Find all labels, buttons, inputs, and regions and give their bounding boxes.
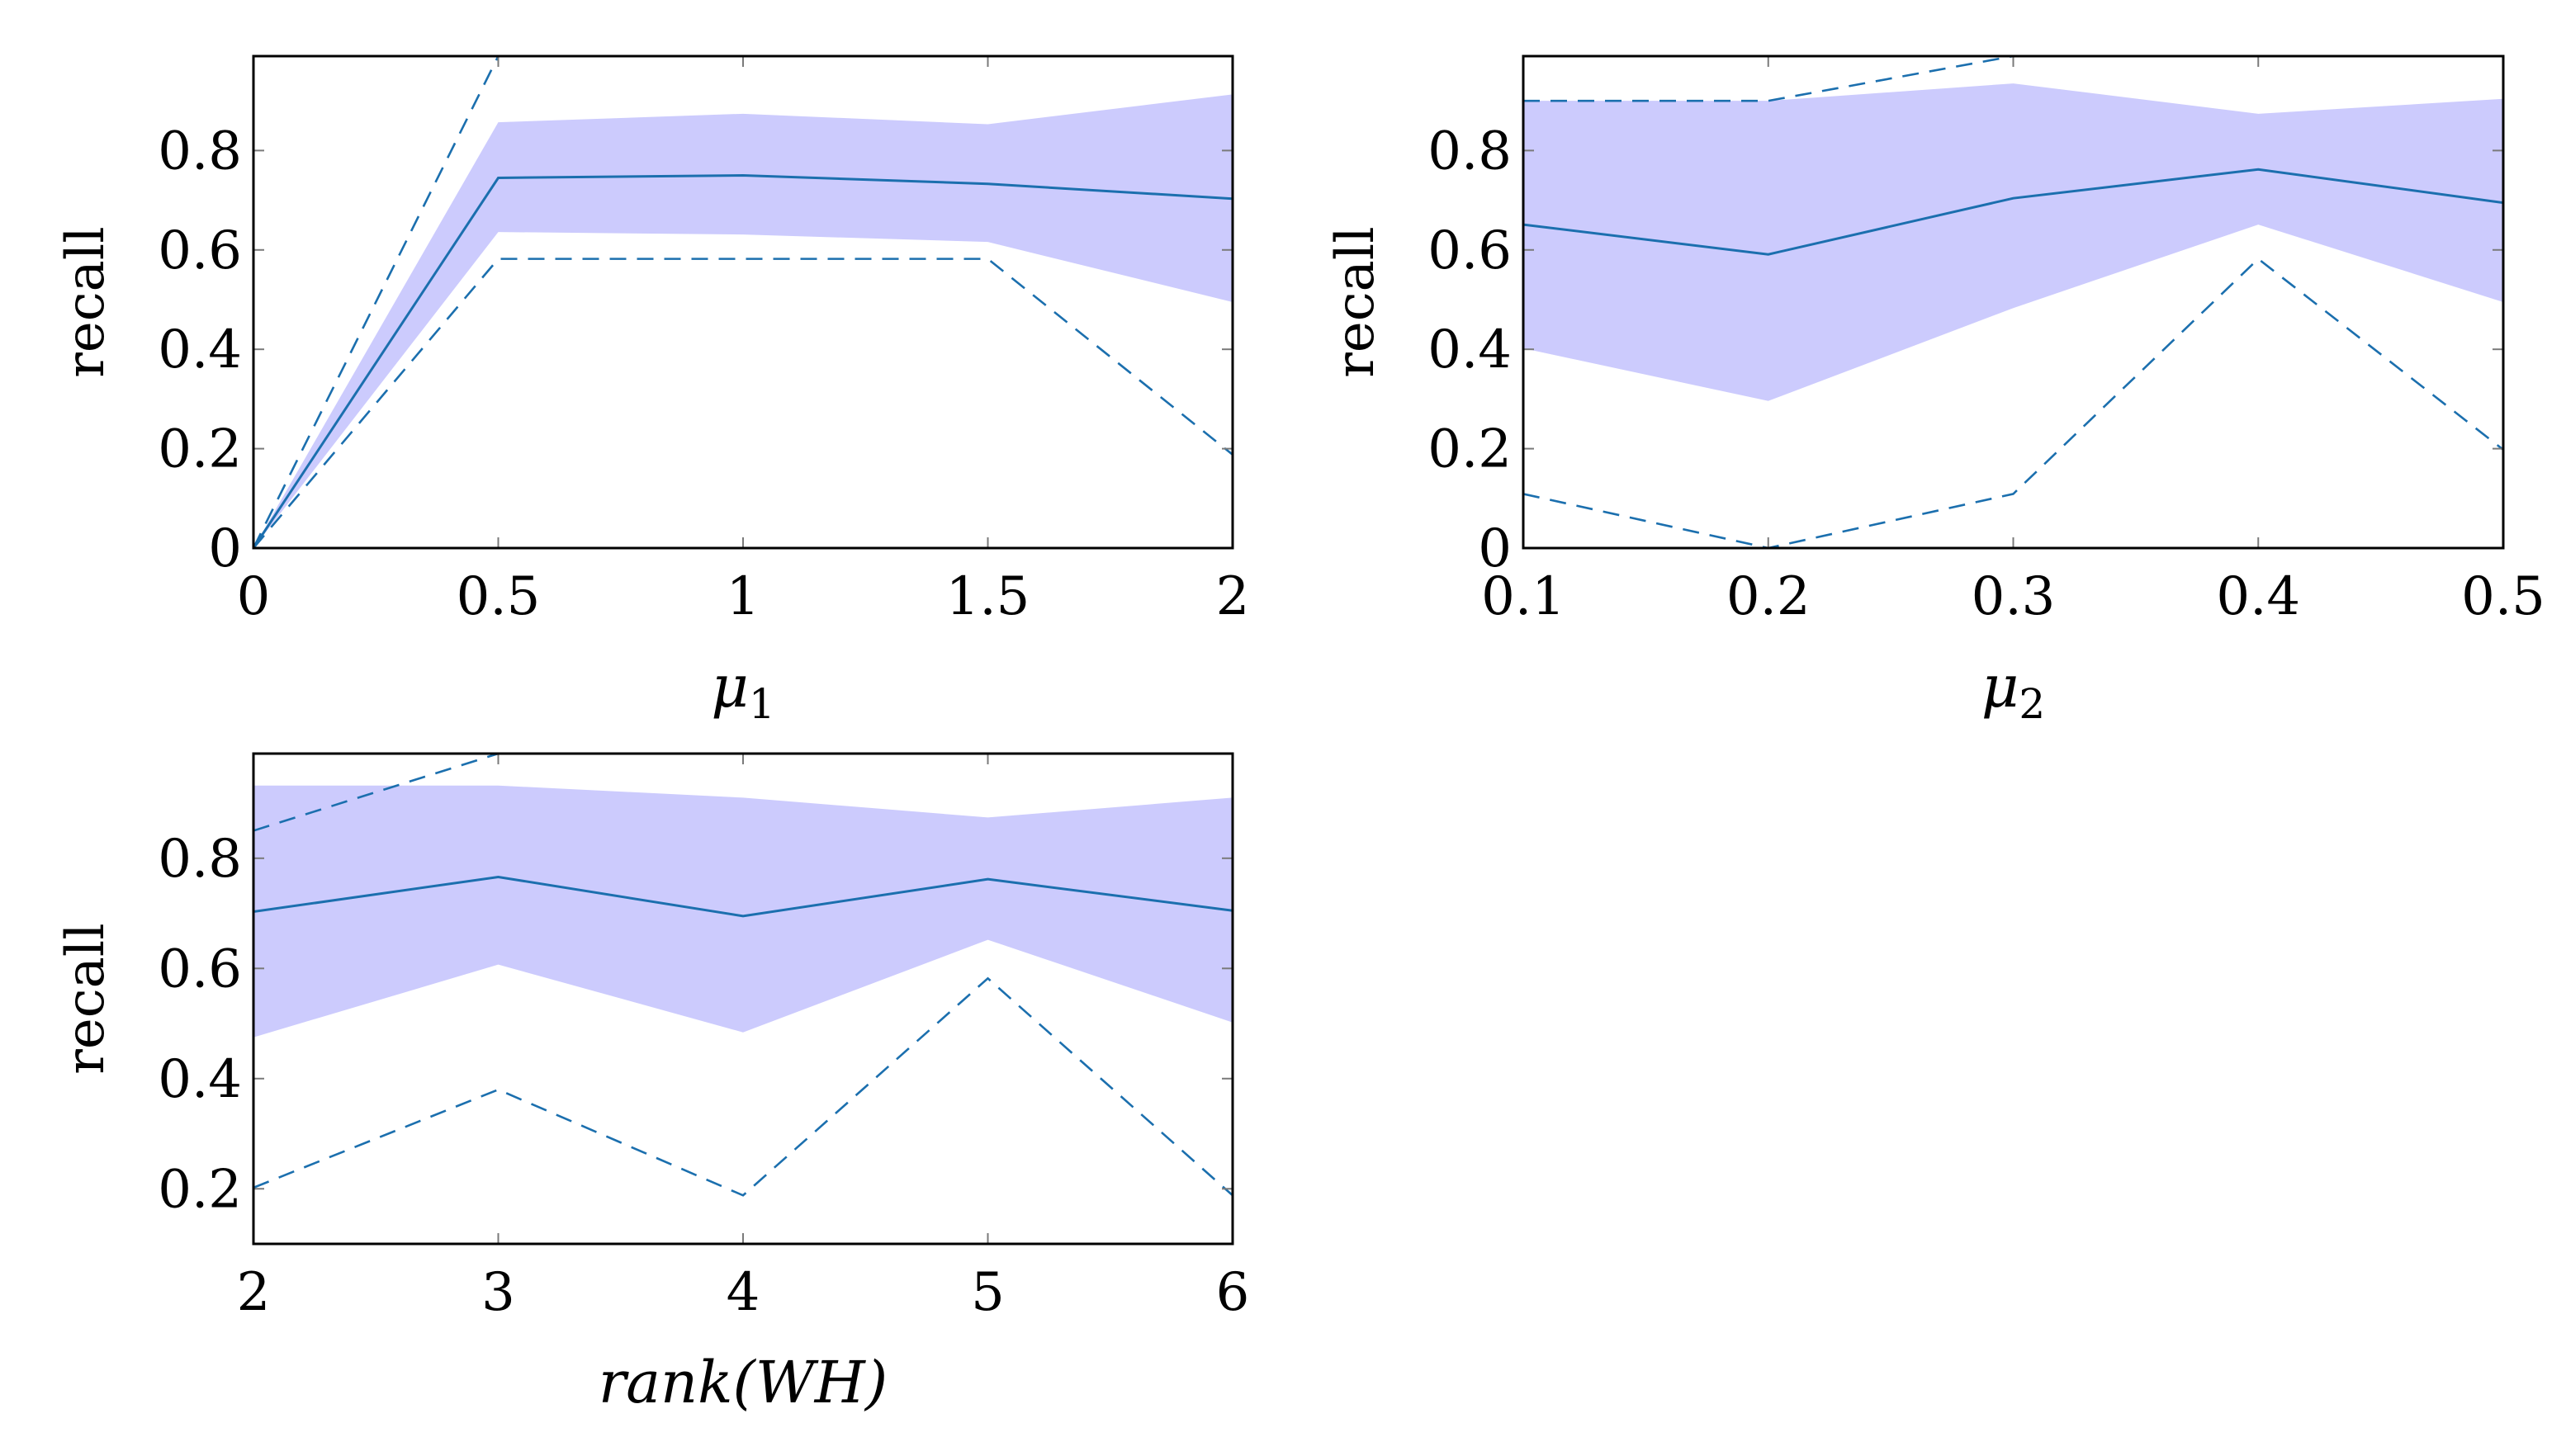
plot-area xyxy=(253,56,1233,548)
x-tick-label: 0.2 xyxy=(1726,566,1811,627)
y-tick-label: 0.2 xyxy=(158,419,242,480)
x-tick-label: 4 xyxy=(727,1262,760,1323)
spread-band xyxy=(253,94,1233,548)
x-tick-label: 5 xyxy=(971,1262,1005,1323)
x-tick-label: 1.5 xyxy=(946,566,1030,627)
y-tick-label: 0 xyxy=(208,518,242,579)
series-max-line xyxy=(253,56,1233,548)
axes-frame xyxy=(252,752,1234,1246)
x-axis-label-main: μ xyxy=(711,653,749,721)
series-min-line xyxy=(253,258,1233,548)
y-tick-label: 0.4 xyxy=(1427,319,1512,381)
x-tick-label: 0.3 xyxy=(1972,566,2056,627)
x-axis-label-subscript: 2 xyxy=(2019,680,2045,728)
y-axis-label: recall xyxy=(55,923,116,1074)
y-tick-label: 0.4 xyxy=(158,319,242,381)
y-tick-label: 0.6 xyxy=(158,938,242,1000)
x-tick-label: 2 xyxy=(237,1262,271,1323)
y-tick-label: 0.2 xyxy=(158,1159,242,1220)
series-mean-line xyxy=(1523,168,2503,256)
y-tick-label: 0.8 xyxy=(158,121,242,182)
spread-band xyxy=(1523,83,2503,401)
x-tick-label: 0.4 xyxy=(2216,566,2300,627)
y-tick-label: 0.4 xyxy=(158,1049,242,1110)
y-tick-label: 0 xyxy=(1478,518,1512,579)
x-tick-label: 6 xyxy=(1216,1262,1250,1323)
y-tick-label: 0.8 xyxy=(158,829,242,890)
x-tick-label: 0.1 xyxy=(1481,566,1565,627)
series-min-line xyxy=(253,976,1233,1197)
series-min-line xyxy=(1523,257,2503,548)
axes-frame xyxy=(1522,54,2505,550)
x-tick-label: 3 xyxy=(481,1262,515,1323)
chart-panel-3: 2 3 4 5 6 0.2 0.4 0.6 0.8 recall rank(WH) xyxy=(55,752,1250,1416)
x-axis-label-subscript: 1 xyxy=(749,680,775,728)
x-tick-label: 1 xyxy=(727,566,760,627)
y-tick-label: 0.6 xyxy=(1427,220,1512,281)
x-axis-label-main: μ xyxy=(1981,653,2019,721)
x-axis-label: μ2 xyxy=(1981,653,2045,728)
x-axis-label: μ1 xyxy=(711,653,774,728)
y-axis-label: recall xyxy=(55,226,116,377)
chart-panel-2: 0.1 0.2 0.3 0.4 0.5 0 0.2 0.4 0.6 0.8 recall μ2 xyxy=(1325,54,2545,728)
plot-area xyxy=(1523,56,2503,548)
axes-frame xyxy=(252,54,1234,550)
y-tick-label: 0.2 xyxy=(1427,419,1512,480)
x-tick-label: 0 xyxy=(237,566,271,627)
y-tick-label: 0.8 xyxy=(1427,121,1512,182)
x-axis-label: rank(WH) xyxy=(599,1349,888,1416)
y-axis-label: recall xyxy=(1325,226,1386,377)
plot-area xyxy=(253,754,1233,1197)
series-mean-line xyxy=(253,875,1233,918)
x-tick-label: 0.5 xyxy=(2461,566,2545,627)
spread-band xyxy=(253,785,1233,1038)
y-tick-label: 0.6 xyxy=(158,220,242,281)
x-tick-label: 2 xyxy=(1216,566,1250,627)
x-axis-label-main: rank(WH) xyxy=(599,1349,888,1416)
x-tick-label: 0.5 xyxy=(457,566,541,627)
series-mean-line xyxy=(253,173,1233,548)
series-max-line xyxy=(253,754,1233,832)
